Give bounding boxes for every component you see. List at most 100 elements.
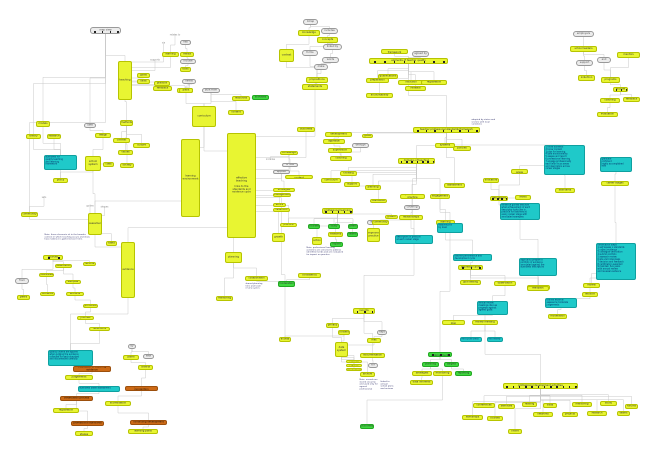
concept-node[interactable]: professional recognition: [125, 386, 158, 391]
link-phrase[interactable]: map view: [90, 27, 121, 34]
concept-node[interactable]: assessment: [88, 213, 102, 235]
concept-node[interactable]: privacy: [326, 323, 339, 328]
concept-node[interactable]: feedback: [153, 86, 172, 91]
concept-node[interactable]: strategies: [412, 371, 432, 376]
concept-node[interactable]: teacher professional standards framework: [413, 127, 480, 133]
concept-node[interactable]: records: [346, 360, 362, 363]
concept-node[interactable]: planning: [225, 252, 242, 263]
concept-node[interactable]: 1 know students 2 know content 3 plan fo…: [544, 145, 585, 175]
concept-node[interactable]: school leaders: [570, 46, 597, 52]
link-phrase[interactable]: has: [180, 40, 191, 45]
concept-node[interactable]: career stages: [601, 181, 629, 186]
concept-node[interactable]: support: [344, 182, 360, 187]
concept-node[interactable]: preparation: [366, 78, 389, 83]
concept-node[interactable]: forums: [625, 404, 638, 409]
concept-node[interactable]: research: [587, 411, 607, 416]
concept-node[interactable]: coaching: [600, 98, 620, 103]
concept-node[interactable]: professional standards: [71, 421, 104, 426]
concept-node[interactable]: consistency: [298, 273, 321, 278]
concept-node[interactable]: knowing: [340, 171, 357, 176]
concept-node[interactable]: standards for quality teaching and learn…: [44, 155, 77, 170]
concept-node[interactable]: registration: [53, 408, 79, 413]
concept-node[interactable]: observation: [55, 264, 72, 268]
concept-node[interactable]: indicators: [483, 178, 499, 183]
concept-node[interactable]: review: [583, 283, 600, 288]
concept-node[interactable]: teacher performance and development cycl…: [453, 254, 492, 261]
concept-node[interactable]: portfolios: [83, 304, 98, 308]
link-phrase[interactable]: linked by: [323, 44, 342, 50]
concept-node[interactable]: community: [21, 212, 38, 217]
concept-node[interactable]: standards based assessment: [78, 386, 120, 392]
concept-node[interactable]: journals: [77, 316, 94, 320]
concept-node[interactable]: inquiry: [330, 242, 343, 247]
concept-node[interactable]: evaluation: [597, 112, 618, 117]
concept-node[interactable]: certification process: [60, 396, 93, 401]
concept-node[interactable]: monitoring: [433, 371, 452, 376]
concept-node[interactable]: values: [118, 150, 133, 155]
concept-node[interactable]: mentoring: [216, 296, 233, 301]
concept-node[interactable]: resources: [232, 96, 250, 101]
concept-node[interactable]: content: [228, 110, 244, 115]
concept-node[interactable]: coaching: [330, 156, 352, 161]
concept-node[interactable]: engagement: [430, 194, 450, 199]
concept-node[interactable]: growth: [272, 233, 285, 242]
concept-node[interactable]: elements of teacher quality: [369, 58, 448, 64]
concept-node[interactable]: moderation: [548, 314, 567, 319]
concept-node[interactable]: panel: [123, 355, 139, 360]
concept-node[interactable]: goal setting: [460, 280, 481, 285]
link-phrase[interactable]: kept: [377, 330, 387, 335]
concept-node[interactable]: strategies: [273, 188, 295, 192]
concept-node[interactable]: methods: [120, 120, 133, 126]
concept-node[interactable]: study: [328, 224, 340, 229]
link-phrase[interactable]: by: [128, 344, 136, 349]
concept-node[interactable]: goals: [362, 134, 373, 138]
concept-node[interactable]: society: [120, 163, 134, 168]
link-phrase[interactable]: include: [180, 59, 196, 64]
concept-node[interactable]: courses: [487, 416, 503, 421]
concept-node[interactable]: applicants prepare a portfolio of eviden…: [519, 258, 557, 276]
concept-node[interactable]: policies: [453, 146, 471, 151]
concept-node[interactable]: domains of teaching: [398, 158, 435, 164]
concept-node[interactable]: outcomes: [297, 127, 315, 132]
concept-node[interactable]: context: [113, 138, 130, 143]
link-phrase[interactable]: with: [143, 354, 154, 359]
link-phrase[interactable]: covering: [404, 205, 420, 210]
concept-node[interactable]: networks: [533, 412, 553, 417]
concept-node[interactable]: context: [279, 49, 294, 62]
concept-node[interactable]: career stages: [75, 431, 93, 436]
concept-node[interactable]: systems: [435, 143, 455, 148]
concept-node[interactable]: learning plans: [128, 429, 158, 434]
concept-node[interactable]: samples: [65, 280, 81, 284]
concept-node[interactable]: professional learning: [322, 208, 353, 214]
concept-node[interactable]: design: [95, 133, 111, 138]
concept-node[interactable]: seminars: [498, 404, 515, 409]
concept-node[interactable]: theory: [26, 134, 41, 139]
concept-node[interactable]: courses: [308, 224, 320, 229]
concept-node[interactable]: research: [47, 134, 61, 139]
link-phrase[interactable]: needs: [182, 79, 196, 84]
link-phrase[interactable]: through: [352, 143, 369, 148]
concept-node[interactable]: supervision: [328, 148, 352, 153]
concept-node[interactable]: records: [83, 262, 96, 266]
concept-node[interactable]: teams: [347, 232, 358, 237]
concept-node[interactable]: mentors: [617, 52, 640, 58]
concept-node[interactable]: renewal: [405, 86, 426, 91]
concept-node[interactable]: knowledge: [298, 30, 320, 36]
link-phrase[interactable]: support: [576, 60, 593, 66]
concept-node[interactable]: growth: [385, 215, 398, 219]
concept-node[interactable]: include: [613, 87, 628, 92]
link-phrase[interactable]: built from: [202, 88, 220, 93]
concept-node[interactable]: conferences: [473, 403, 495, 408]
concept-node[interactable]: models: [36, 121, 50, 127]
concept-node[interactable]: judgements: [65, 375, 93, 380]
link-phrase[interactable]: forms: [302, 50, 318, 56]
concept-node[interactable]: continuing development: [130, 420, 167, 425]
concept-node[interactable]: targets: [444, 362, 459, 367]
concept-node[interactable]: documentation: [360, 353, 385, 358]
concept-node[interactable]: peers: [17, 295, 30, 300]
concept-node[interactable]: practice: [154, 81, 170, 86]
concept-node[interactable]: certification steps 1 self assess v stan…: [596, 243, 636, 280]
concept-node[interactable]: archive: [360, 372, 375, 377]
concept-node[interactable]: consent: [338, 330, 350, 335]
link-phrase[interactable]: words: [322, 57, 339, 63]
